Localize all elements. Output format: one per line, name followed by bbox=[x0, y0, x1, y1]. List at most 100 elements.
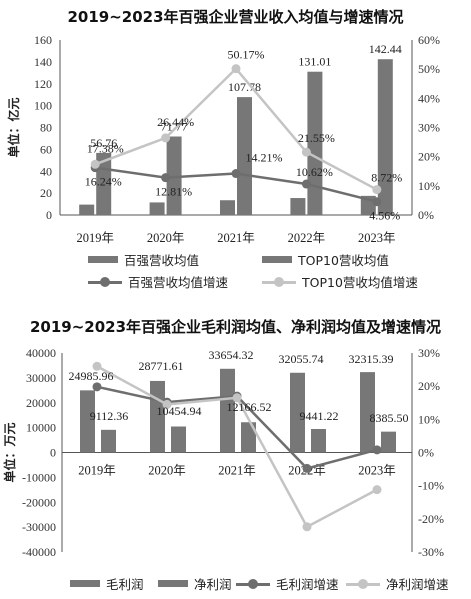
legend-swatch bbox=[88, 256, 118, 263]
x-tick-label: 2022年 bbox=[288, 231, 326, 245]
y-tick-label: -30000 bbox=[22, 520, 56, 534]
bar-data-label: 131.01 bbox=[298, 55, 331, 69]
bar-data-label: 24985.96 bbox=[69, 369, 114, 383]
legend-label: 毛利润 bbox=[106, 577, 144, 592]
legend-item-gross-growth: 毛利润增速 bbox=[236, 574, 339, 593]
line-data-label: 10.62% bbox=[296, 165, 333, 179]
legend-label: 百强营收均值增速 bbox=[128, 275, 229, 290]
y2-tick-label: 30% bbox=[418, 346, 440, 360]
bar-data-label: 10454.94 bbox=[157, 404, 202, 418]
x-tick-label: 2019年 bbox=[76, 231, 114, 245]
y-tick-label: 80 bbox=[40, 121, 52, 135]
x-tick-label: 2020年 bbox=[148, 464, 186, 478]
bar-top10-revenue bbox=[377, 59, 393, 215]
legend-line-swatch bbox=[88, 276, 122, 288]
point-net-growth bbox=[372, 485, 382, 495]
y-tick-label: -20000 bbox=[22, 495, 56, 509]
line-data-label: 8.72% bbox=[371, 171, 402, 185]
point-gross-growth bbox=[372, 445, 382, 455]
y2-tick-label: 0% bbox=[418, 446, 434, 460]
y2-tick-label: 60% bbox=[418, 33, 440, 47]
bar-data-label: 32315.39 bbox=[349, 352, 394, 366]
bar-gross-profit bbox=[290, 372, 305, 453]
y-tick-label: 20 bbox=[40, 186, 52, 200]
line-data-label: 17.38% bbox=[87, 141, 124, 155]
legend-item-net-profit: 净利润 bbox=[158, 574, 232, 593]
y2-tick-label: 0% bbox=[418, 208, 434, 222]
legend-item-baiqiang-revenue: 百强营收均值 bbox=[88, 250, 199, 269]
y2-tick-label: 50% bbox=[418, 62, 440, 76]
x-tick-label: 2023年 bbox=[358, 464, 396, 478]
y-tick-label: 60 bbox=[40, 142, 52, 156]
bar-data-label: 12166.52 bbox=[227, 400, 272, 414]
point-baiqiang-growth bbox=[231, 169, 241, 179]
legend-label: 毛利润增速 bbox=[276, 577, 339, 592]
point-top10-growth bbox=[90, 159, 100, 169]
line-data-label: 50.17% bbox=[228, 48, 265, 62]
bar-net-profit bbox=[171, 426, 186, 453]
legend-item-net-growth: 净利润增速 bbox=[346, 574, 449, 593]
legend-label: TOP10营收均值增速 bbox=[302, 275, 418, 290]
bar-top10-revenue bbox=[237, 97, 252, 215]
legend-line-swatch bbox=[262, 276, 296, 288]
bar-baiqiang-revenue bbox=[290, 198, 306, 215]
point-baiqiang-growth bbox=[301, 179, 311, 189]
legend-label: TOP10营收均值 bbox=[298, 253, 389, 268]
legend-swatch bbox=[262, 256, 292, 263]
line-net-growth bbox=[96, 365, 378, 529]
legend-line-swatch bbox=[346, 578, 380, 590]
y-tick-label: 120 bbox=[34, 77, 52, 91]
y-tick-label: 40 bbox=[40, 164, 52, 178]
x-tick-label: 2021年 bbox=[218, 464, 256, 478]
bar-net-profit bbox=[311, 429, 326, 453]
bar-gross-profit bbox=[220, 368, 235, 453]
point-net-growth bbox=[232, 393, 242, 403]
y-tick-label: 100 bbox=[34, 99, 52, 113]
y-tick-label: 160 bbox=[34, 33, 52, 47]
legend-item-gross-profit: 毛利润 bbox=[70, 574, 144, 593]
y-axis-label: 单位：万元 bbox=[2, 422, 17, 482]
bar-baiqiang-revenue bbox=[149, 202, 165, 215]
y2-tick-label: -20% bbox=[418, 512, 444, 526]
y2-tick-label: 20% bbox=[418, 150, 440, 164]
x-tick-label: 2019年 bbox=[78, 464, 116, 478]
y-tick-label: 140 bbox=[34, 55, 52, 69]
bar-data-label: 9112.36 bbox=[90, 409, 129, 423]
point-gross-growth bbox=[92, 382, 102, 392]
point-net-growth bbox=[302, 522, 312, 532]
legend-label: 净利润增速 bbox=[386, 577, 449, 592]
legend-item-baiqiang-growth: 百强营收均值增速 bbox=[88, 272, 228, 291]
line-data-label: 21.55% bbox=[298, 131, 335, 145]
chart1-title: 2019~2023年百强企业营业收入均值与增速情况 bbox=[67, 8, 404, 26]
bar-gross-profit bbox=[80, 390, 95, 453]
legend-line-swatch bbox=[236, 578, 270, 590]
bar-data-label: 32055.74 bbox=[279, 352, 324, 366]
point-top10-growth bbox=[231, 64, 241, 74]
legend-swatch bbox=[158, 580, 188, 587]
y-tick-label: 30000 bbox=[26, 371, 56, 385]
line-data-label: 4.56% bbox=[369, 209, 400, 223]
point-baiqiang-growth bbox=[161, 173, 171, 183]
point-gross-growth bbox=[302, 463, 312, 473]
y2-tick-label: 10% bbox=[418, 412, 440, 426]
y-tick-label: -10000 bbox=[22, 470, 56, 484]
y-tick-label: 0 bbox=[50, 446, 56, 460]
y-tick-label: 0 bbox=[46, 208, 52, 222]
bar-data-label: 28771.61 bbox=[139, 359, 184, 373]
bar-data-label: 9441.22 bbox=[300, 409, 339, 423]
bar-top10-revenue bbox=[166, 136, 182, 215]
legend-label: 百强营收均值 bbox=[124, 253, 200, 268]
bar-top10-revenue bbox=[307, 71, 323, 215]
y-axis-label: 单位：亿元 bbox=[6, 97, 21, 157]
line-data-label: 12.81% bbox=[155, 185, 192, 199]
bar-baiqiang-revenue bbox=[220, 200, 235, 215]
bar-data-label: 56.76 bbox=[90, 136, 117, 150]
chart2-title: 2019~2023年百强企业毛利润均值、净利润均值及增速情况 bbox=[29, 318, 442, 336]
x-tick-label: 2023年 bbox=[358, 231, 396, 245]
line-data-label: 16.24% bbox=[85, 175, 122, 189]
bar-baiqiang-revenue bbox=[79, 204, 95, 215]
point-baiqiang-growth bbox=[372, 197, 382, 207]
legend-item-top10-revenue: TOP10营收均值 bbox=[262, 250, 389, 269]
x-tick-label: 2020年 bbox=[147, 231, 185, 245]
